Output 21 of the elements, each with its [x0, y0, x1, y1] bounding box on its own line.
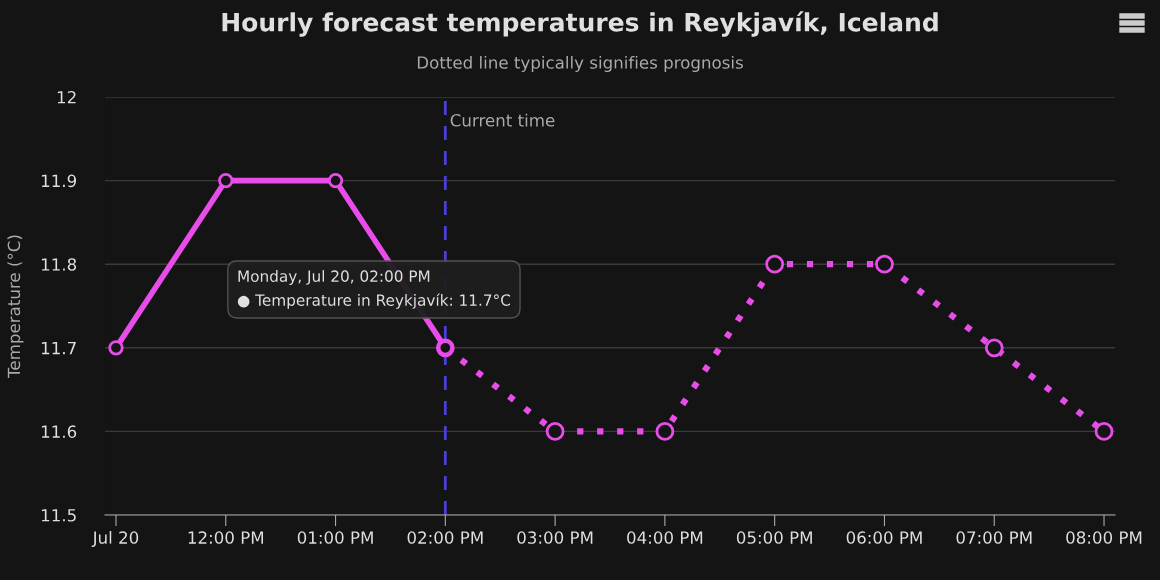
- x-tick-label: 08:00 PM: [1066, 531, 1142, 544]
- y-tick-label: 11.9: [41, 174, 77, 188]
- x-tick-label: Jul 20: [91, 530, 139, 547]
- x-tick-label: 05:00 PM: [736, 531, 812, 544]
- x-tick-label: 04:00 PM: [627, 531, 703, 544]
- ref-line-label: Current time: [450, 113, 555, 127]
- annotation: Monday, Jul 20, 02:00 PM ● Temperature in Reykjavík: 11.7°C: [237, 270, 511, 309]
- y-axis-title: Temperature (°C): [7, 235, 24, 378]
- y-tick-label: 11.6: [41, 425, 77, 438]
- y-tick-label: 11.8: [41, 258, 77, 271]
- chart-title: Hourly forecast temperatures in Reykjavík, Iceland: [222, 11, 938, 37]
- x-tick-label: 03:00 PM: [517, 531, 593, 544]
- x-tick-label: 06:00 PM: [846, 531, 922, 544]
- x-tick-label: 12:00 PM: [188, 531, 264, 544]
- y-tick-label: 12: [57, 90, 76, 104]
- y-tick-label: 11.5: [41, 509, 76, 522]
- x-tick-label: 01:00 PM: [297, 531, 373, 544]
- chart-subtitle: Dotted line typically signifies prognosis: [417, 55, 743, 73]
- x-tick-label: 02:00 PM: [407, 531, 483, 544]
- y-tick-label: 11.7: [41, 341, 76, 355]
- x-tick-label: 07:00 PM: [956, 531, 1032, 544]
